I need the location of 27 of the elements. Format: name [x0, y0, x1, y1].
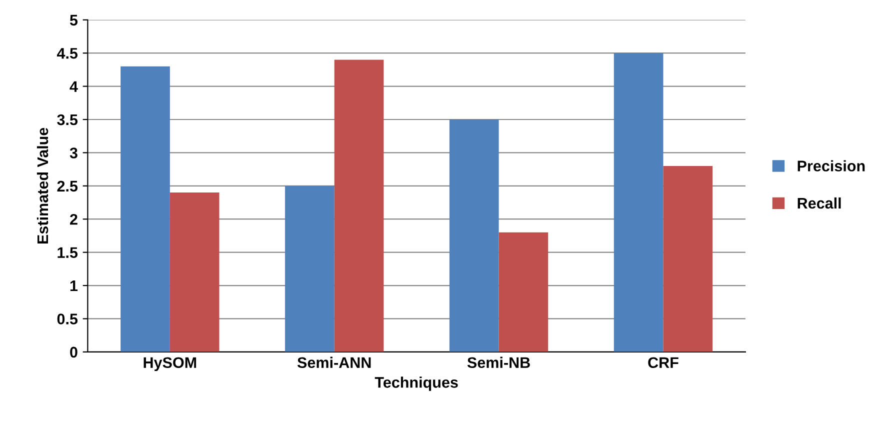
y-tick-label: 2 — [70, 214, 78, 225]
legend-label: Precision — [798, 160, 865, 172]
y-tick-label: 0 — [70, 346, 78, 358]
bar — [285, 186, 334, 352]
y-axis-title: Estimated Value — [36, 128, 48, 244]
bar — [449, 120, 499, 352]
x-tick-label: CRF — [648, 357, 678, 368]
y-tick-label: 2.5 — [57, 180, 78, 192]
x-tick-label: HySOM — [144, 357, 196, 372]
y-tick-label: 3 — [70, 148, 78, 158]
y-tick-label: 0.5 — [57, 314, 78, 324]
y-tick-label: 5 — [70, 14, 78, 26]
y-tick-label: 1.5 — [58, 247, 78, 258]
x-tick-label: Semi-ANN — [297, 356, 371, 368]
x-axis-title: Techniques — [374, 376, 458, 391]
y-tick-label: 1 — [70, 280, 78, 292]
bar — [614, 53, 664, 352]
bar — [120, 66, 170, 352]
y-tick-label: 4 — [70, 81, 78, 92]
x-tick-label: Semi-NB — [467, 356, 530, 368]
bar — [170, 192, 220, 352]
bar — [498, 232, 548, 352]
bar — [663, 166, 713, 352]
y-tick-label: 3.5 — [57, 114, 78, 126]
bar — [334, 60, 384, 352]
legend-label: Recall — [798, 197, 841, 209]
y-tick-label: 4.5 — [56, 48, 78, 59]
